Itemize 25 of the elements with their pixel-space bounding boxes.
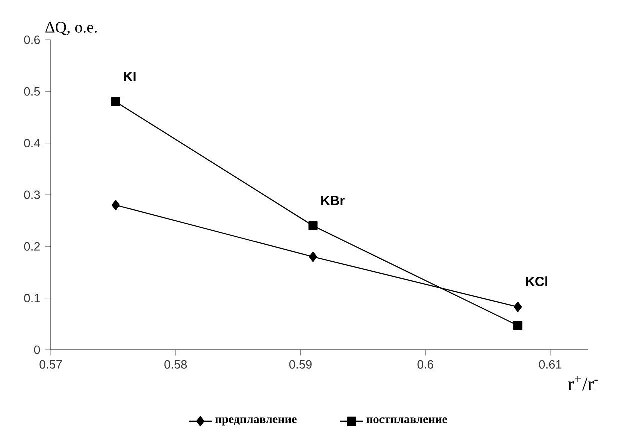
y-tick-label: 0.1	[24, 294, 40, 303]
annotation: KBr	[322, 196, 345, 206]
point	[308, 221, 318, 231]
y-tick-label: 0.3	[24, 190, 40, 200]
legend-label: постплавление	[366, 418, 448, 424]
x-tick-label: 0.61	[539, 360, 562, 369]
x-tick-label: 0.58	[164, 360, 188, 369]
point	[514, 302, 522, 312]
x-tick-label: 0.57	[40, 360, 62, 369]
point	[514, 321, 523, 330]
x-axis-title: r$^{+}$/r$^{-}$	[568, 376, 598, 391]
point	[111, 97, 120, 107]
y-tick-label: 0.2	[24, 242, 40, 251]
y-axis-title: ΔQ, o.e.	[46, 22, 97, 36]
point	[309, 252, 318, 262]
x-tick-label: 0.59	[290, 360, 312, 369]
annotation: KI	[124, 72, 136, 82]
legend-label: предплавление	[215, 418, 297, 426]
y-tick-label: 0.6	[24, 36, 40, 44]
y-tick-label: 0.5	[24, 87, 40, 96]
y-tick-label: 0.4	[24, 139, 40, 148]
y-tick-label: 0	[34, 346, 40, 354]
annotation: KCl	[526, 276, 548, 286]
x-tick-label: 0.6	[418, 360, 434, 369]
point	[112, 200, 120, 211]
